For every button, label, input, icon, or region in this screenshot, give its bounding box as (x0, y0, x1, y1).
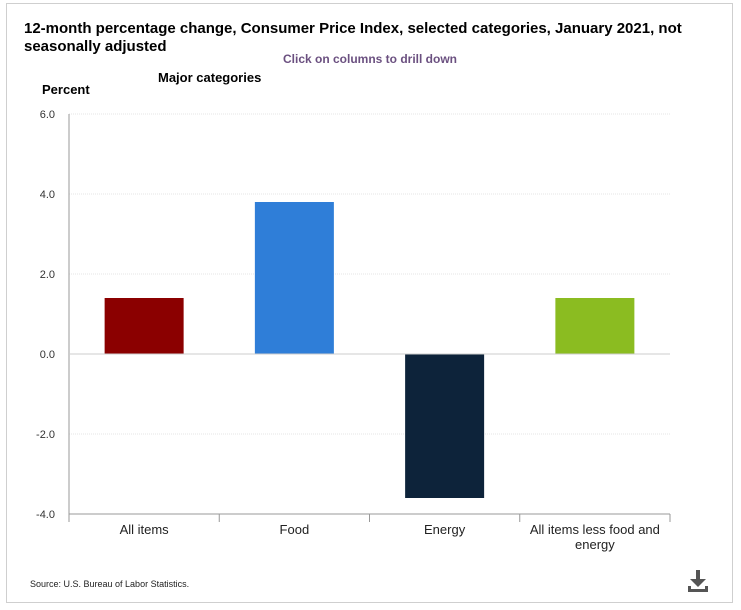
y-tick-label: -4.0 (36, 509, 55, 521)
x-category-label: Food (280, 522, 310, 537)
y-axis-label: Percent (42, 82, 90, 97)
bar[interactable] (104, 298, 184, 354)
chart-title: 12-month percentage change, Consumer Pri… (24, 20, 682, 55)
bar[interactable] (254, 202, 334, 354)
source-note: Source: U.S. Bureau of Labor Statistics. (30, 579, 190, 589)
y-tick-label: 4.0 (40, 189, 55, 201)
x-category-label: All items less food and energy (530, 522, 660, 552)
y-tick-label: 2.0 (40, 269, 55, 281)
chart-frame (6, 3, 733, 603)
x-category-label: Energy (424, 522, 466, 537)
y-tick-label: 0.0 (40, 349, 55, 361)
bar[interactable] (405, 354, 485, 498)
x-category-label: All items (120, 522, 170, 537)
drill-down-hint[interactable]: Click on columns to drill down (282, 52, 457, 66)
y-tick-label: -2.0 (36, 429, 55, 441)
y-tick-label: 6.0 (40, 109, 55, 121)
bar[interactable] (555, 298, 635, 354)
chart-subtitle: Major categories (158, 70, 262, 85)
download-button[interactable] (684, 568, 712, 594)
download-icon (688, 570, 708, 592)
